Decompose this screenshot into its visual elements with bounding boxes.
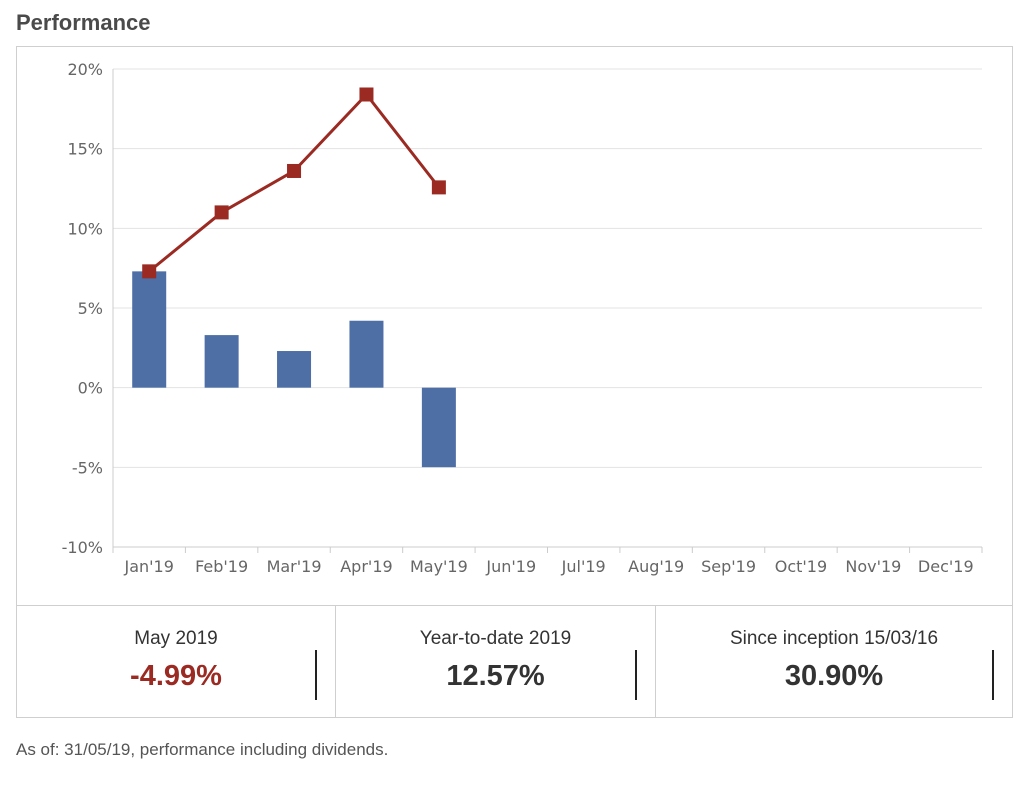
line-point	[287, 163, 302, 178]
stat-ytd: Year-to-date 2019 12.57%	[335, 606, 655, 718]
stat-month-label: May 2019	[134, 628, 218, 649]
performance-chart: 20% 15% 10% 5% 0% -5% -10% Jan'19 Feb'19 Mar'19 Ap…	[62, 60, 983, 576]
x-tick-label: Mar'19	[267, 557, 322, 576]
x-tick-label: May'19	[410, 557, 468, 576]
x-tick-label: Jul'19	[561, 557, 606, 576]
line-point	[359, 87, 374, 102]
x-tick-label: Sep'19	[701, 557, 756, 576]
y-tick-label: -10%	[62, 538, 103, 557]
bar	[349, 320, 384, 388]
stat-ytd-value: 12.57%	[446, 660, 545, 692]
x-tick-label: Aug'19	[628, 557, 684, 576]
stat-month-value: -4.99%	[130, 660, 222, 692]
performance-panel: 20% 15% 10% 5% 0% -5% -10% Jan'19 Feb'19 Mar'19 Ap…	[16, 46, 1013, 718]
y-tick-label: -5%	[72, 458, 103, 477]
x-tick-label: Jan'19	[123, 557, 173, 576]
stat-inception-label: Since inception 15/03/16	[729, 628, 939, 649]
bar	[204, 335, 239, 388]
stat-month: May 2019 -4.99%	[17, 606, 335, 718]
stat-inception: Since inception 15/03/16 30.90%	[655, 606, 1012, 718]
x-tick-label: Jun'19	[485, 557, 536, 576]
line-point	[431, 180, 446, 195]
y-tick-label: 5%	[78, 299, 103, 318]
x-tick-label: Feb'19	[195, 557, 248, 576]
page-title: Performance	[16, 10, 151, 35]
line-point	[142, 264, 157, 279]
bar	[277, 351, 312, 388]
stat-divider	[635, 650, 637, 700]
y-tick-label: 20%	[67, 60, 103, 79]
stat-ytd-label: Year-to-date 2019	[419, 628, 572, 649]
x-tick-label: Apr'19	[340, 557, 392, 576]
y-tick-label: 0%	[78, 379, 103, 398]
stat-divider	[315, 650, 317, 700]
x-tick-label: Dec'19	[918, 557, 974, 576]
x-tick-label: Oct'19	[775, 557, 827, 576]
x-tick-label: Nov'19	[845, 557, 901, 576]
stat-divider	[992, 650, 994, 700]
stats-row: May 2019 -4.99% Year-to-date 2019 12.57%…	[17, 605, 1012, 718]
bar	[132, 271, 167, 388]
line-point	[214, 205, 229, 220]
footnote: As of: 31/05/19, performance including d…	[16, 740, 389, 759]
series-line	[148, 92, 441, 273]
y-tick-label: 15%	[67, 140, 103, 159]
bar	[421, 387, 456, 468]
y-tick-label: 10%	[67, 219, 103, 238]
stat-inception-value: 30.90%	[784, 660, 884, 692]
